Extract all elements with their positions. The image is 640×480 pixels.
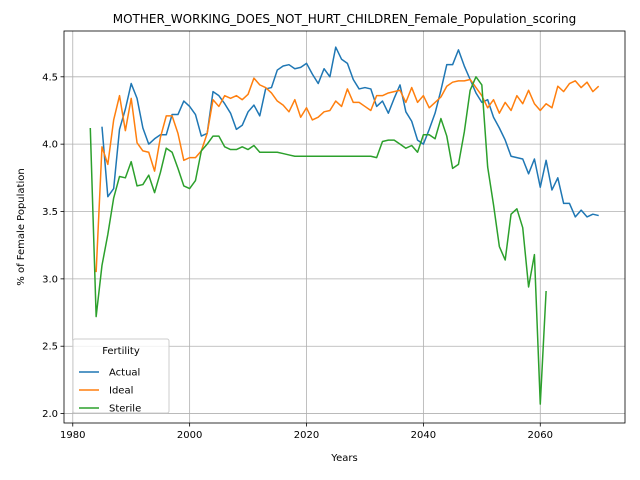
legend-entries: Actual Ideal Sterile [79,368,141,415]
legend-label-ideal: Ideal [109,386,133,397]
legend-label-sterile: Sterile [109,404,141,415]
legend-title: Fertility [102,346,140,357]
y-tick-label: 2.0 [42,409,58,420]
x-tick-label: 2040 [411,430,436,441]
series-lines [89,46,600,405]
axis-ticks: 1980 2000 2020 2040 2060 2.0 2.5 3.0 3.5 4.0 4.5 [42,72,553,441]
y-axis-label: % of Female Population [16,168,27,285]
x-tick-label: 2020 [294,430,319,441]
series-line-actual [101,46,599,218]
y-tick-label: 3.0 [42,274,58,285]
series-line-ideal [95,77,600,273]
legend: Fertility Actual Ideal Sterile [72,338,170,415]
plot-frame [63,30,626,424]
x-tick-label: 2060 [528,430,553,441]
x-axis-label: Years [330,453,357,464]
legend-label-actual: Actual [109,368,140,379]
y-tick-label: 4.0 [42,140,58,151]
chart-title: MOTHER_WORKING_DOES_NOT_HURT_CHILDREN_Fe… [113,12,577,26]
y-tick-label: 4.5 [42,72,58,83]
legend-box [72,338,170,414]
x-tick-label: 1980 [60,430,85,441]
series-line-sterile [89,76,547,405]
x-tick-label: 2000 [177,430,202,441]
y-tick-label: 2.5 [42,342,58,353]
y-tick-label: 3.5 [42,207,58,218]
